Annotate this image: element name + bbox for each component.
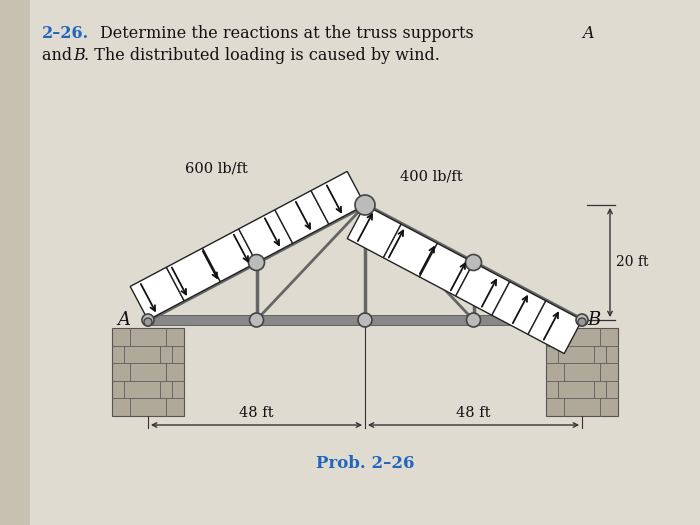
Text: B: B	[587, 311, 601, 329]
Text: 48 ft: 48 ft	[456, 406, 491, 420]
Bar	[148, 315, 582, 325]
Polygon shape	[492, 282, 546, 334]
Circle shape	[142, 314, 154, 326]
Text: and: and	[42, 47, 77, 64]
Polygon shape	[456, 262, 510, 315]
Text: B: B	[73, 47, 85, 64]
Text: Determine the reactions at the truss supports: Determine the reactions at the truss sup…	[100, 25, 479, 42]
Text: A: A	[117, 311, 130, 329]
Circle shape	[248, 255, 265, 270]
Text: Prob. 2–26: Prob. 2–26	[316, 455, 414, 472]
Circle shape	[358, 313, 372, 327]
Text: 600 lb/ft: 600 lb/ft	[185, 161, 248, 175]
Polygon shape	[419, 243, 473, 296]
Text: 48 ft: 48 ft	[239, 406, 274, 420]
Text: A: A	[582, 25, 594, 42]
Text: 20 ft: 20 ft	[616, 256, 648, 269]
Bar	[546, 328, 618, 416]
Polygon shape	[311, 172, 365, 224]
Circle shape	[249, 313, 263, 327]
Bar	[112, 328, 184, 416]
Circle shape	[466, 313, 480, 327]
Polygon shape	[528, 301, 582, 353]
Circle shape	[355, 195, 375, 215]
Polygon shape	[239, 210, 293, 262]
Polygon shape	[347, 205, 401, 258]
Polygon shape	[167, 248, 220, 301]
Polygon shape	[275, 191, 329, 243]
Text: 2–26.: 2–26.	[42, 25, 89, 42]
Circle shape	[578, 318, 586, 326]
Circle shape	[466, 255, 482, 270]
Polygon shape	[202, 229, 256, 282]
Text: 400 lb/ft: 400 lb/ft	[400, 169, 463, 183]
Circle shape	[144, 318, 152, 326]
Text: . The distributed loading is caused by wind.: . The distributed loading is caused by w…	[84, 47, 440, 64]
Polygon shape	[384, 224, 438, 277]
Polygon shape	[130, 267, 184, 320]
Circle shape	[576, 314, 588, 326]
